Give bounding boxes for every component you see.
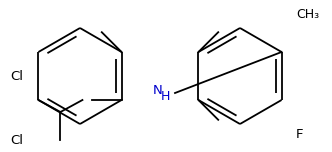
Text: N: N [153, 83, 163, 97]
Text: F: F [296, 128, 303, 142]
Text: Cl: Cl [10, 135, 23, 147]
Text: H: H [160, 90, 170, 104]
Text: CH₃: CH₃ [296, 9, 319, 21]
Text: Cl: Cl [10, 69, 23, 83]
